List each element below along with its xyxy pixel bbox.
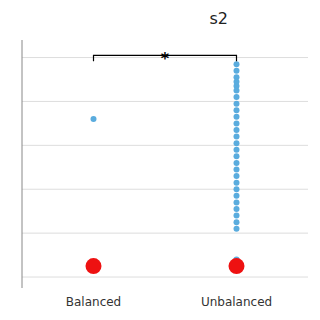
dot: [234, 101, 240, 107]
median-dot: [229, 258, 245, 274]
x-tick-label: Unbalanced: [201, 295, 272, 309]
dot: [234, 120, 240, 126]
dot: [234, 186, 240, 192]
median-dot: [86, 258, 102, 274]
grid-line: [22, 101, 308, 102]
dot: [91, 116, 97, 122]
grid-line: [22, 189, 308, 190]
dot: [234, 94, 240, 100]
dot: [234, 206, 240, 212]
dot: [234, 160, 240, 166]
dot: [234, 114, 240, 120]
marks: [86, 55, 245, 274]
dot: [234, 173, 240, 179]
dot: [234, 127, 240, 133]
dot: [234, 134, 240, 140]
grid-line: [22, 277, 308, 278]
dot: [234, 68, 240, 74]
grid-line: [22, 145, 308, 146]
chart: Balanced Unbalanced * s2: [0, 0, 320, 320]
dot: [234, 166, 240, 172]
dot: [234, 199, 240, 205]
dot: [234, 87, 240, 93]
significance-label: *: [161, 49, 170, 68]
x-tick-label: Balanced: [66, 295, 121, 309]
dot: [234, 213, 240, 219]
dot: [234, 193, 240, 199]
grid-line: [22, 233, 308, 234]
dot: [234, 219, 240, 225]
dot: [234, 147, 240, 153]
dot: [234, 153, 240, 159]
dot: [234, 107, 240, 113]
dot: [234, 61, 240, 67]
dot: [234, 140, 240, 146]
dot: [234, 180, 240, 186]
dot: [234, 226, 240, 232]
title: s2: [209, 9, 228, 28]
y-axis-line: [22, 40, 23, 288]
